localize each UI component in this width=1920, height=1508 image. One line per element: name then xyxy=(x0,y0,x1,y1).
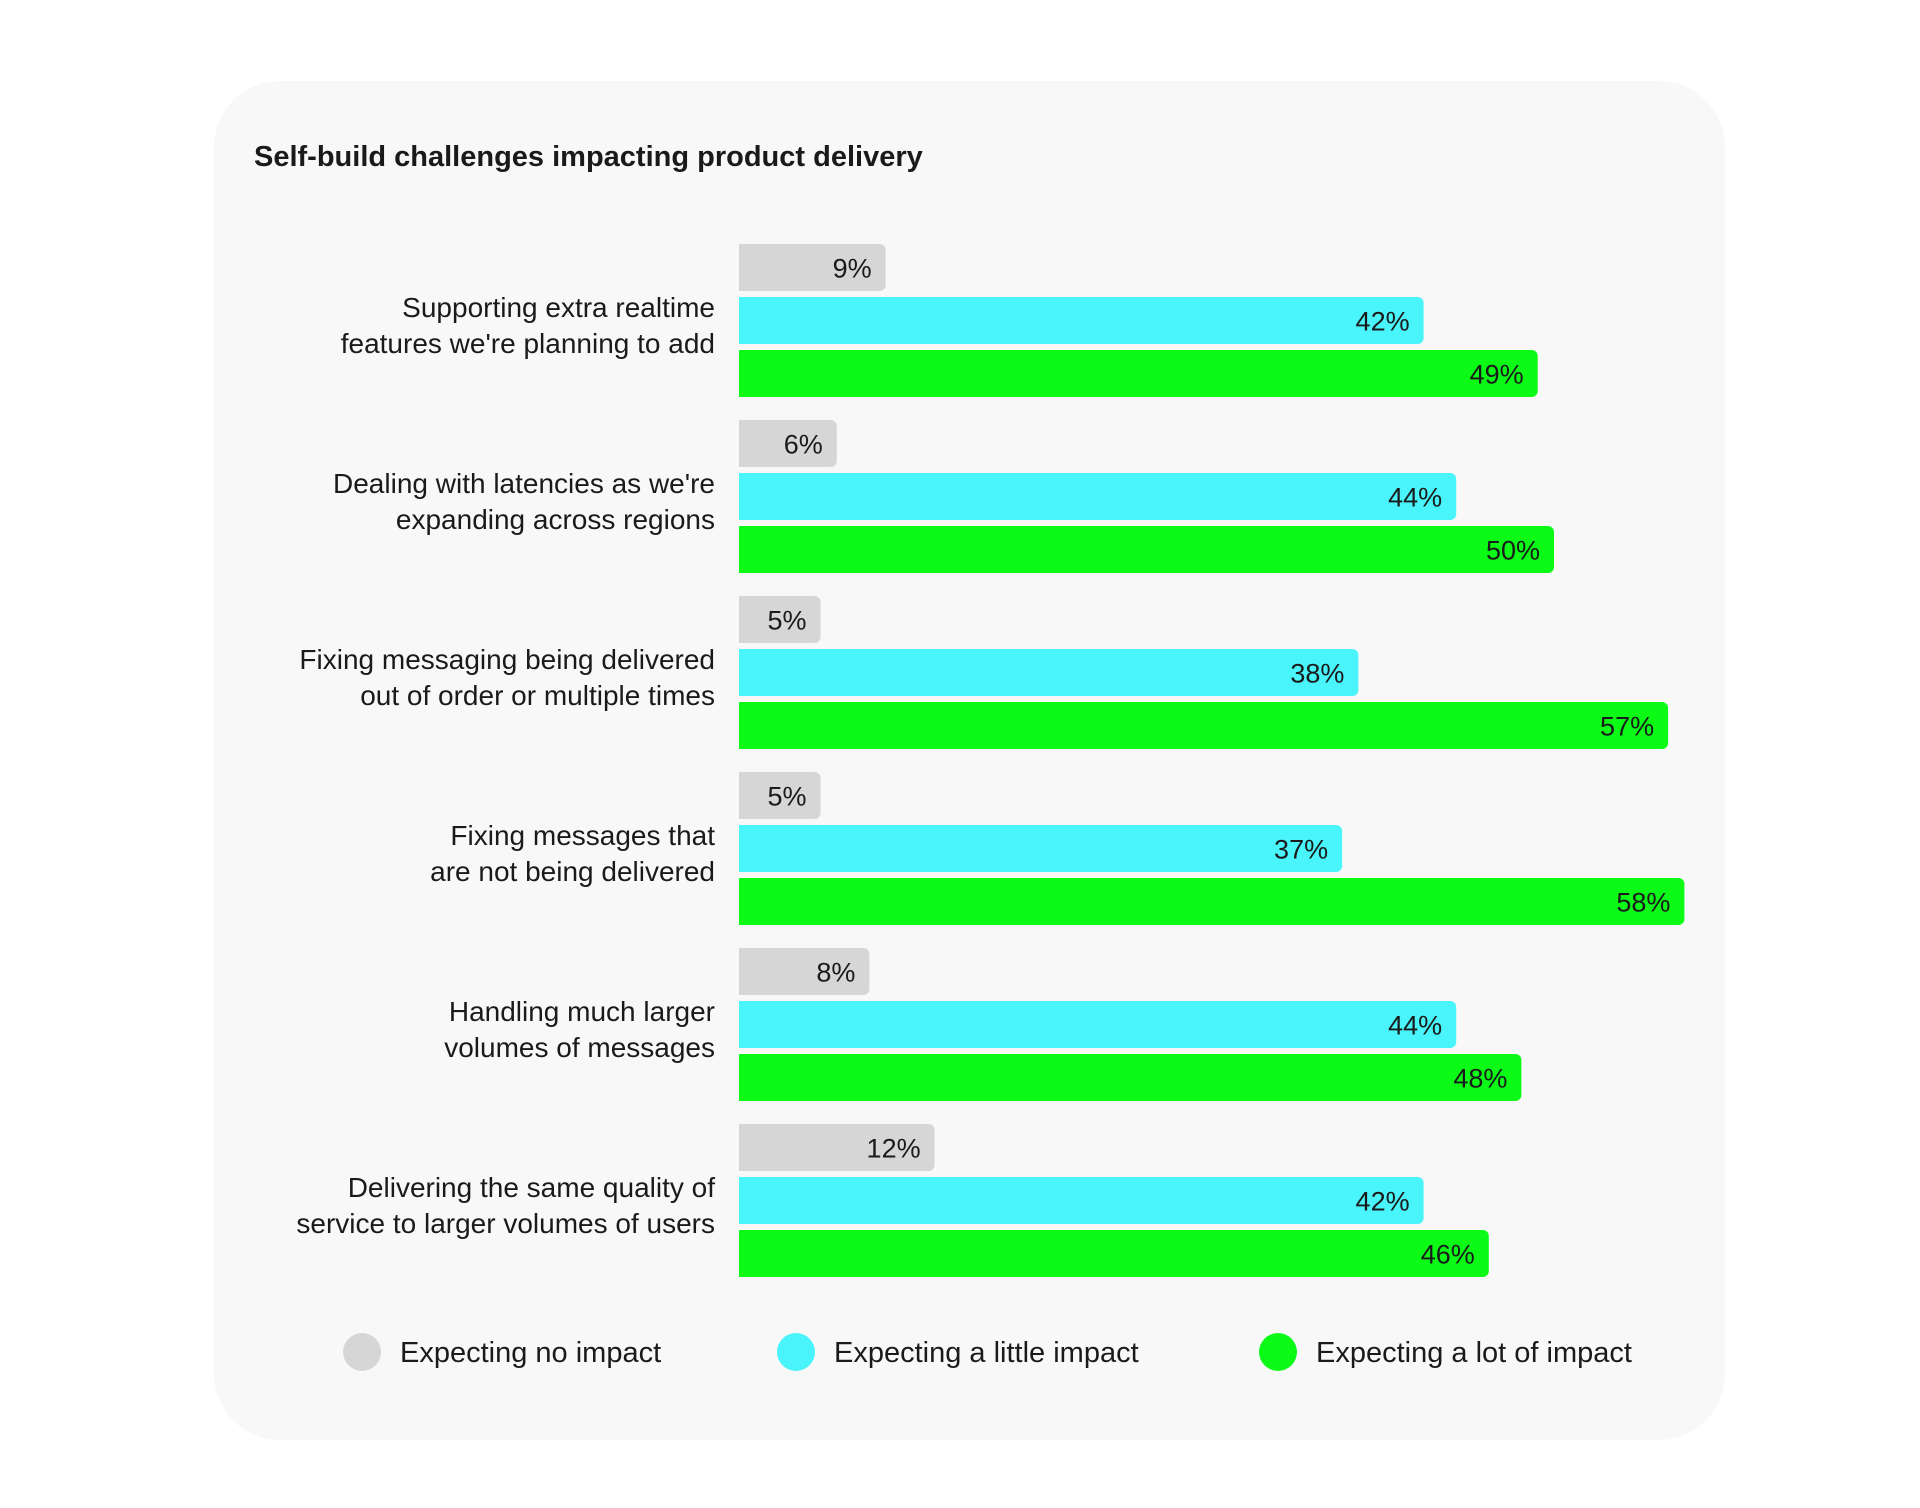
category-label-line: are not being delivered xyxy=(430,856,715,887)
category-label: Delivering the same quality of service to… xyxy=(296,1172,715,1239)
bar xyxy=(739,878,1685,925)
legend-item: Expecting no impact xyxy=(343,1333,661,1371)
data-label: 49% xyxy=(1470,360,1524,390)
data-label: 44% xyxy=(1388,1011,1442,1041)
category-label-line: Supporting extra realtime xyxy=(402,292,715,323)
category-label-line: out of order or multiple times xyxy=(360,680,715,711)
category-label-line: volumes of messages xyxy=(444,1032,715,1063)
bar xyxy=(739,473,1457,520)
data-label: 48% xyxy=(1453,1064,1507,1094)
bar-group: 8% xyxy=(739,948,870,995)
bar xyxy=(739,1230,1489,1277)
bar-group: 42% xyxy=(739,1177,1424,1224)
category-label-line: expanding across regions xyxy=(396,504,715,535)
data-label: 5% xyxy=(767,606,806,636)
category-label-line: Handling much larger xyxy=(449,996,715,1027)
category-label-line: Fixing messages that xyxy=(450,820,715,851)
bar-group: 49% xyxy=(739,350,1538,397)
bar xyxy=(739,297,1424,344)
data-label: 12% xyxy=(867,1134,921,1164)
data-label: 8% xyxy=(816,958,855,988)
bar-chart: Self-build challenges impacting product … xyxy=(254,141,1685,1371)
data-label: 42% xyxy=(1356,307,1410,337)
data-label: 5% xyxy=(767,782,806,812)
bar xyxy=(739,526,1554,573)
legend-label: Expecting a lot of impact xyxy=(1316,1337,1632,1369)
bar xyxy=(739,420,837,467)
bar-group: 44% xyxy=(739,473,1457,520)
legend-label: Expecting no impact xyxy=(400,1337,661,1369)
bar-group: 5% xyxy=(739,772,821,819)
data-label: 6% xyxy=(784,430,823,460)
category-label-line: Dealing with latencies as we're xyxy=(333,468,715,499)
category-label-line: service to larger volumes of users xyxy=(296,1208,715,1239)
category-label: Supporting extra realtime features we're … xyxy=(341,292,715,359)
bar xyxy=(739,948,870,995)
bar xyxy=(739,1177,1424,1224)
legend-swatch xyxy=(777,1333,815,1371)
bar-group: 12% xyxy=(739,1124,935,1171)
bar-group: 48% xyxy=(739,1054,1522,1101)
legend-item: Expecting a little impact xyxy=(777,1333,1139,1371)
bar-group: 6% xyxy=(739,420,837,467)
data-label: 50% xyxy=(1486,536,1540,566)
bar-group: 37% xyxy=(739,825,1343,872)
data-label: 38% xyxy=(1290,659,1344,689)
bar-group: 9% xyxy=(739,244,886,291)
bar-group: 46% xyxy=(739,1230,1489,1277)
legend-swatch xyxy=(343,1333,381,1371)
bar xyxy=(739,825,1343,872)
bar-group: 44% xyxy=(739,1001,1457,1048)
chart-card: Self-build challenges impacting product … xyxy=(214,81,1725,1440)
bar-group: 5% xyxy=(739,596,821,643)
data-label: 42% xyxy=(1356,1187,1410,1217)
bar xyxy=(739,649,1359,696)
bar-group: 50% xyxy=(739,526,1554,573)
legend-item: Expecting a lot of impact xyxy=(1259,1333,1632,1371)
data-label: 46% xyxy=(1421,1240,1475,1270)
category-label: Fixing messages that are not being delive… xyxy=(430,820,715,887)
bar xyxy=(739,1001,1457,1048)
bar xyxy=(739,350,1538,397)
bar xyxy=(739,772,821,819)
bar-group: 42% xyxy=(739,297,1424,344)
data-label: 57% xyxy=(1600,712,1654,742)
data-label: 9% xyxy=(833,254,872,284)
category-label: Fixing messaging being delivered out of o… xyxy=(299,644,715,711)
legend-swatch xyxy=(1259,1333,1297,1371)
data-label: 58% xyxy=(1616,888,1670,918)
legend-label: Expecting a little impact xyxy=(834,1337,1139,1369)
bar xyxy=(739,1124,935,1171)
category-label-line: Fixing messaging being delivered xyxy=(299,644,715,675)
bar xyxy=(739,596,821,643)
category-label-line: features we're planning to add xyxy=(341,328,715,359)
category-label: Dealing with latencies as we're expanding… xyxy=(333,468,715,535)
chart-title: Self-build challenges impacting product … xyxy=(254,141,923,173)
bar xyxy=(739,1054,1522,1101)
data-label: 44% xyxy=(1388,483,1442,513)
bar-group: 58% xyxy=(739,878,1685,925)
bar xyxy=(739,702,1669,749)
data-label: 37% xyxy=(1274,835,1328,865)
bar xyxy=(739,244,886,291)
category-label: Handling much larger volumes of messages xyxy=(444,996,715,1063)
bar-group: 57% xyxy=(739,702,1669,749)
bar-group: 38% xyxy=(739,649,1359,696)
category-label-line: Delivering the same quality of xyxy=(348,1172,716,1203)
